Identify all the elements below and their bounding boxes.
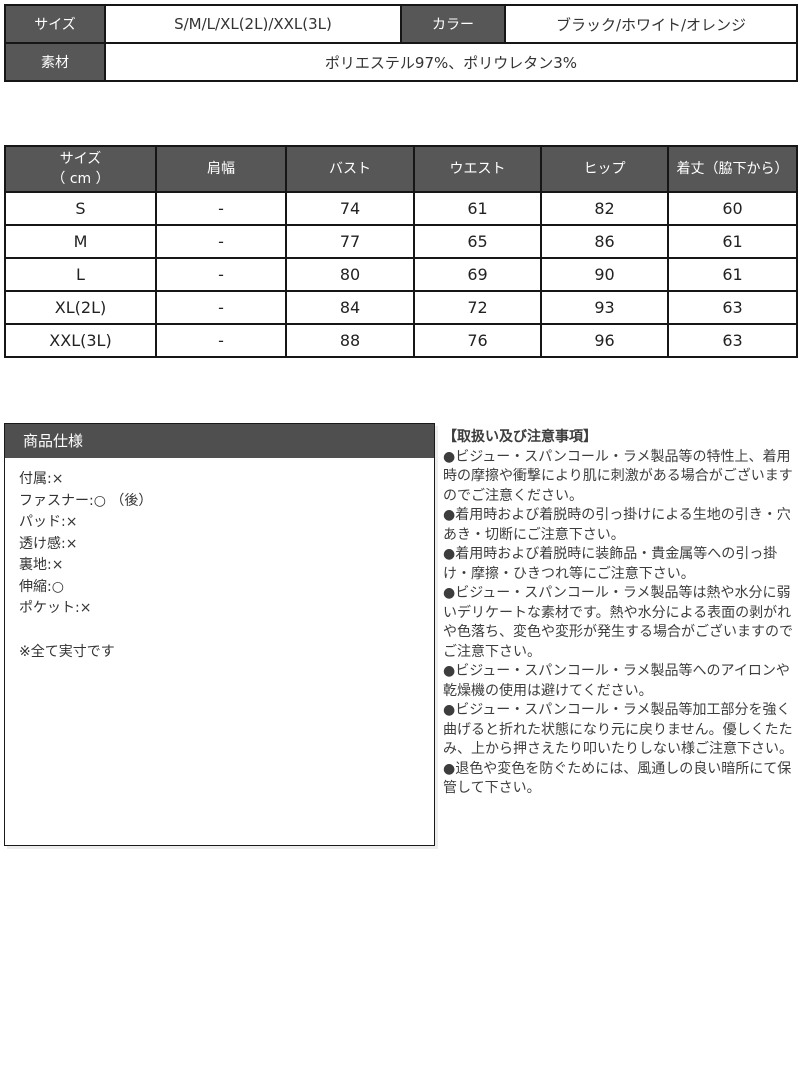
col-header-hip: ヒップ: [540, 145, 669, 193]
spec-item-pad: パッド:×: [19, 514, 78, 530]
size-cell: -: [155, 257, 287, 292]
size-cell: 93: [540, 290, 669, 325]
col-header-bust: バスト: [285, 145, 415, 193]
spec-note-actual-measurement: ※全て実寸です: [19, 643, 115, 660]
handling-note-item: ●ビジュー・スパンコール・ラメ製品等加工部分を強く曲げると折れた状態になり元に戻…: [443, 702, 793, 757]
size-cell: -: [155, 191, 287, 226]
info-row-size-color: サイズ S/M/L/XL(2L)/XXL(3L) カラー ブラック/ホワイト/オ…: [4, 4, 798, 44]
handling-note-item: ●ビジュー・スパンコール・ラメ製品等へのアイロンや乾燥機の使用は避けてください。: [443, 663, 790, 699]
size-label-cell: サイズ: [4, 4, 106, 44]
handling-note-item: ●退色や変色を防ぐためには、風通しの良い暗所にて保管して下さい。: [443, 760, 792, 797]
size-cell: 69: [413, 257, 542, 292]
size-cell: S: [4, 191, 157, 226]
size-chart-header-row: サイズ （ cm ） 肩幅 バスト ウエスト ヒップ 着丈（脇下から）: [4, 145, 798, 193]
spec-item-stretch: 伸縮:○: [19, 578, 64, 595]
info-row-material: 素材 ポリエステル97%、ポリウレタン3%: [4, 42, 798, 82]
handling-notes: 【取扱い及び注意事項】 ●ビジュー・スパンコール・ラメ製品等の特性上、着用時の摩…: [443, 423, 796, 799]
size-cell: 80: [285, 257, 415, 292]
size-row-l: L - 80 69 90 61: [4, 257, 798, 292]
size-chart-table: サイズ （ cm ） 肩幅 バスト ウエスト ヒップ 着丈（脇下から） S - …: [4, 145, 798, 358]
col-header-size-line2: （ cm ）: [51, 171, 110, 187]
handling-note-item: ●着用時および着脱時に装飾品・貴金属等への引っ掛け・摩擦・ひきつれ等にご注意下さ…: [443, 546, 778, 582]
spec-item-fastener: ファスナー:○ （後）: [19, 492, 153, 509]
spec-item-sheerness: 透け感:×: [19, 535, 78, 552]
bottom-section: 商品仕様 付属:× ファスナー:○ （後） パッド:× 透け感:× 裏地:× 伸…: [4, 423, 796, 846]
size-row-xxl: XXL(3L) - 88 76 96 63: [4, 323, 798, 358]
col-header-size-cm: サイズ （ cm ）: [4, 145, 157, 193]
size-cell: 84: [285, 290, 415, 325]
size-cell: 61: [667, 257, 798, 292]
product-detail-page: サイズ S/M/L/XL(2L)/XXL(3L) カラー ブラック/ホワイト/オ…: [4, 4, 798, 846]
size-cell: 63: [667, 323, 798, 358]
spec-item-accessory: 付属:×: [19, 471, 64, 487]
size-row-m: M - 77 65 86 61: [4, 224, 798, 259]
size-cell: 74: [285, 191, 415, 226]
size-row-xl: XL(2L) - 84 72 93 63: [4, 290, 798, 325]
size-cell: 60: [667, 191, 798, 226]
spec-item-lining: 裏地:×: [19, 557, 64, 573]
size-cell: 61: [667, 224, 798, 259]
size-cell: 90: [540, 257, 669, 292]
col-header-length: 着丈（脇下から）: [667, 145, 798, 193]
size-cell: 61: [413, 191, 542, 226]
color-label-cell: カラー: [400, 4, 506, 44]
handling-note-item: ●着用時および着脱時の引っ掛けによる生地の引き・穴あき・切断にご注意下さい。: [443, 507, 791, 543]
product-spec-box: 商品仕様 付属:× ファスナー:○ （後） パッド:× 透け感:× 裏地:× 伸…: [4, 423, 435, 846]
product-spec-list: 付属:× ファスナー:○ （後） パッド:× 透け感:× 裏地:× 伸縮:○ ポ…: [5, 458, 434, 845]
product-info-table: サイズ S/M/L/XL(2L)/XXL(3L) カラー ブラック/ホワイト/オ…: [4, 4, 798, 82]
size-cell: 65: [413, 224, 542, 259]
size-cell: L: [4, 257, 157, 292]
handling-notes-title: 【取扱い及び注意事項】: [443, 429, 597, 445]
size-cell: 72: [413, 290, 542, 325]
size-cell: 82: [540, 191, 669, 226]
size-cell: 88: [285, 323, 415, 358]
size-cell: XXL(3L): [4, 323, 157, 358]
product-spec-title: 商品仕様: [5, 424, 434, 458]
spec-item-pocket: ポケット:×: [19, 600, 92, 616]
size-cell: 76: [413, 323, 542, 358]
color-value-cell: ブラック/ホワイト/オレンジ: [504, 4, 798, 44]
material-label-cell: 素材: [4, 42, 106, 82]
size-row-s: S - 74 61 82 60: [4, 191, 798, 226]
handling-note-item: ●ビジュー・スパンコール・ラメ製品等の特性上、着用時の摩擦や衝撃により肌に刺激が…: [443, 448, 793, 504]
col-header-waist: ウエスト: [413, 145, 542, 193]
col-header-size-line1: サイズ: [59, 150, 102, 167]
material-value-cell: ポリエステル97%、ポリウレタン3%: [104, 42, 798, 82]
size-cell: -: [155, 224, 287, 259]
size-value-cell: S/M/L/XL(2L)/XXL(3L): [104, 4, 402, 44]
size-cell: XL(2L): [4, 290, 157, 325]
handling-note-item: ●ビジュー・スパンコール・ラメ製品等は熱や水分に弱いデリケートな素材です。熱や水…: [443, 585, 793, 660]
size-cell: 96: [540, 323, 669, 358]
size-cell: -: [155, 290, 287, 325]
size-cell: M: [4, 224, 157, 259]
size-cell: 63: [667, 290, 798, 325]
size-cell: 86: [540, 224, 669, 259]
col-header-shoulder: 肩幅: [155, 145, 287, 193]
size-cell: -: [155, 323, 287, 358]
size-cell: 77: [285, 224, 415, 259]
